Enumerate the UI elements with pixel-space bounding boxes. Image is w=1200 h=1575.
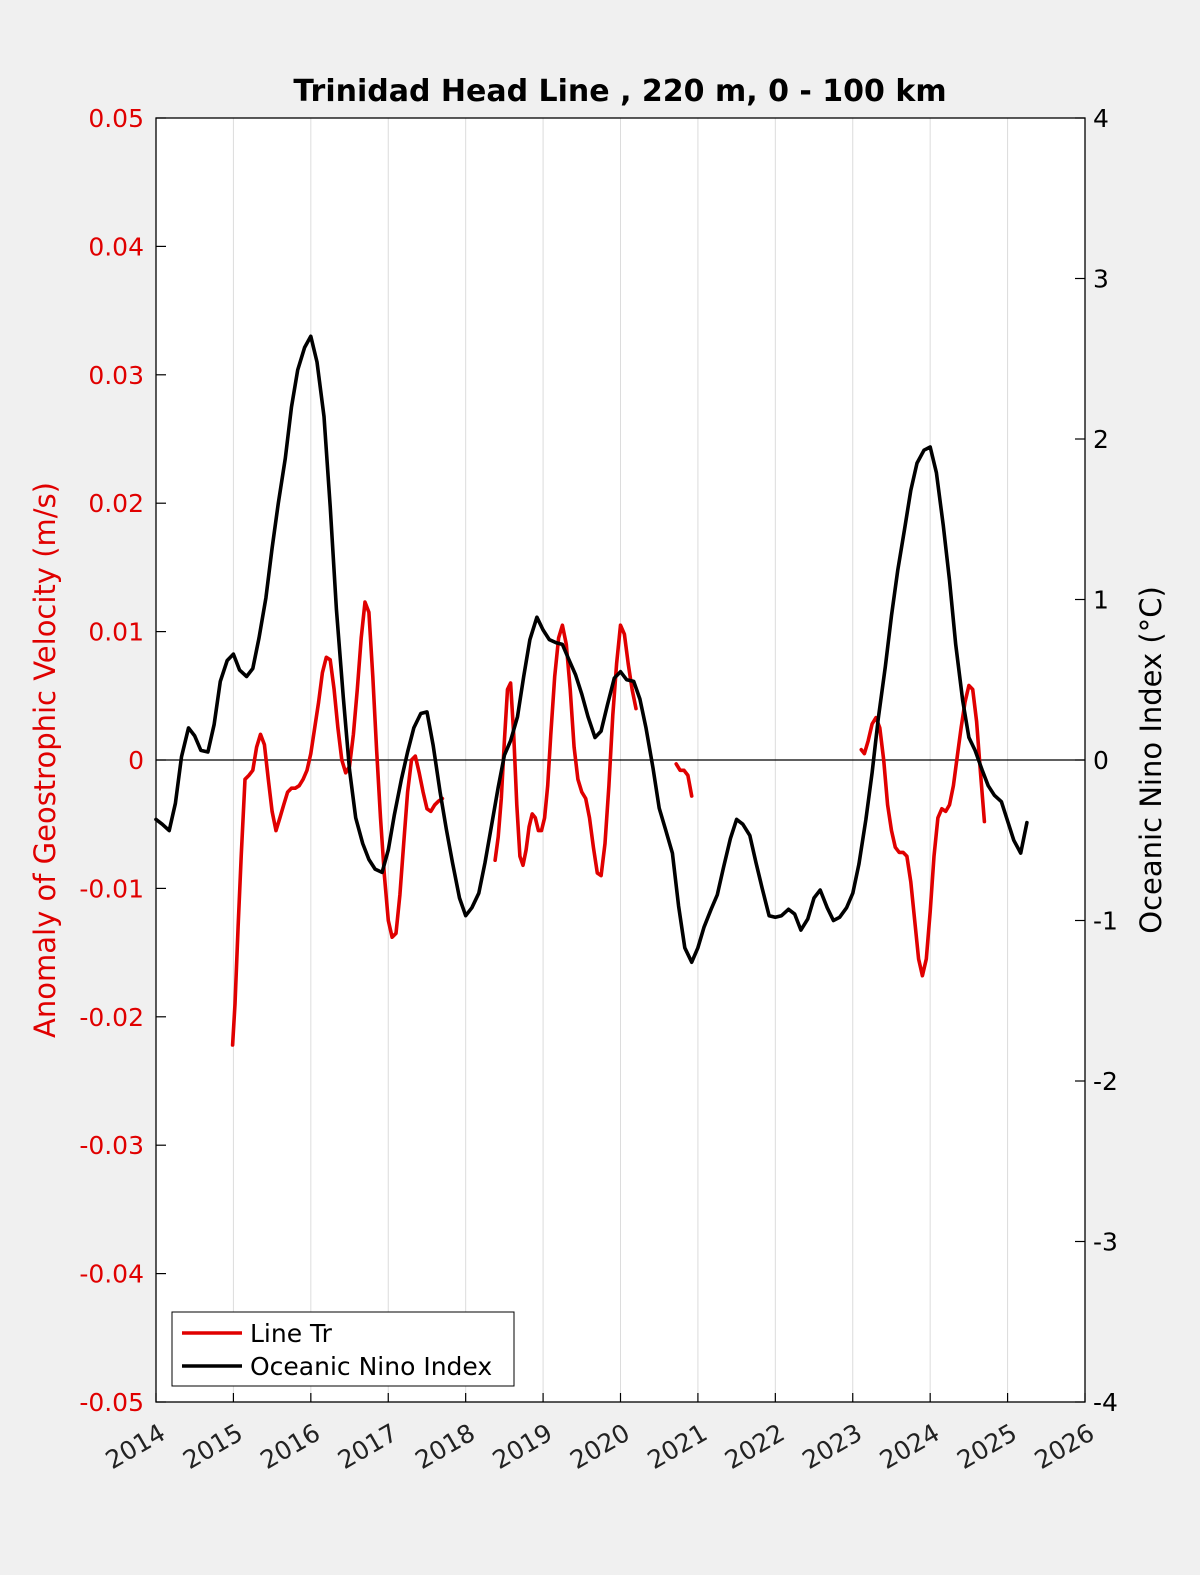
x-tick-label: 2019 — [488, 1418, 558, 1475]
legend: Line Tr Oceanic Nino Index — [171, 1311, 515, 1387]
series-lines — [154, 334, 1029, 1047]
chart-title: Trinidad Head Line , 220 m, 0 - 100 km — [293, 74, 946, 109]
y-right-tick-label: -3 — [1093, 1228, 1118, 1257]
y-left-tick-label: 0.02 — [88, 489, 144, 518]
y-left-axis-title: Anomaly of Geostrophic Velocity (m/s) — [28, 482, 62, 1038]
series-line-line-tr-1 — [493, 623, 638, 878]
y-left-tick-label: -0.01 — [79, 874, 144, 903]
y-right-tick-label: -2 — [1093, 1067, 1118, 1096]
x-tick-label: 2021 — [643, 1418, 713, 1475]
y-left-tick-label: -0.03 — [79, 1131, 144, 1160]
x-tick-label: 2018 — [410, 1418, 480, 1475]
x-tick-label: 2026 — [1030, 1418, 1100, 1475]
x-tick-label: 2017 — [333, 1418, 403, 1475]
series-line-line-tr-2 — [674, 762, 694, 798]
y-right-tick-label: 1 — [1093, 586, 1109, 615]
y-left-tick-label: -0.04 — [79, 1260, 144, 1289]
y-right-tick-label: 3 — [1093, 265, 1109, 294]
y-left-tick-label: -0.05 — [79, 1388, 144, 1417]
series-line-line-tr-0 — [230, 600, 445, 1047]
y-right-tick-label: 0 — [1093, 746, 1109, 775]
x-tick-label: 2025 — [952, 1418, 1022, 1475]
y-left-tick-label: -0.02 — [79, 1003, 144, 1032]
x-tick-label: 2023 — [797, 1418, 867, 1475]
y-left-tick-label: 0.03 — [88, 361, 144, 390]
y-left-tick-label: 0.04 — [88, 232, 144, 261]
y-right-tick-label: -4 — [1093, 1388, 1118, 1417]
y-left-tick-label: 0.01 — [88, 618, 144, 647]
x-tick-label: 2022 — [720, 1418, 790, 1475]
y-right-axis-title: Oceanic Nino Index (°C) — [1134, 586, 1168, 934]
legend-box — [171, 1311, 515, 1387]
x-tick-label: 2015 — [178, 1418, 248, 1475]
legend-label-oni: Oceanic Nino Index — [250, 1352, 492, 1381]
y-left-tick-label: 0.05 — [88, 104, 144, 133]
y-right-tick-label: 2 — [1093, 425, 1109, 454]
y-left-tick-label: 0 — [128, 746, 144, 775]
y-right-tick-label: -1 — [1093, 907, 1118, 936]
legend-label-line-tr: Line Tr — [250, 1319, 333, 1348]
x-tick-label: 2014 — [101, 1418, 171, 1475]
x-tick-label: 2016 — [255, 1418, 325, 1475]
y-right-tick-label: 4 — [1093, 104, 1109, 133]
series-line-oceanic-nino-index-0 — [154, 334, 1029, 964]
x-tick-label: 2020 — [565, 1418, 635, 1475]
x-tick-label: 2024 — [875, 1418, 945, 1475]
